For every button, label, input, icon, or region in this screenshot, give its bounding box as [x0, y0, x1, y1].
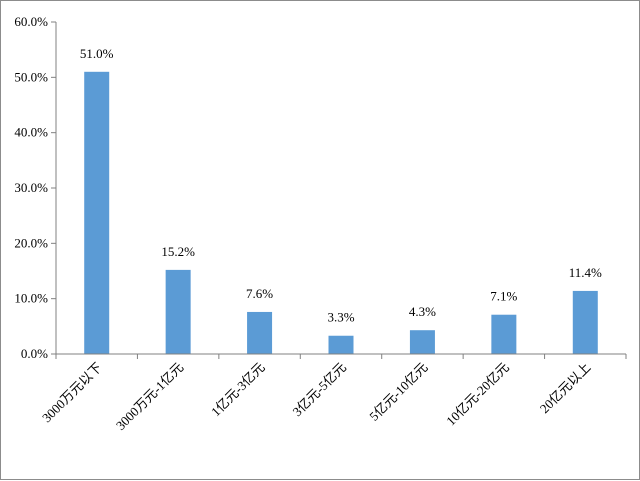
bar [572, 290, 598, 354]
y-tick-label: 50.0% [14, 69, 48, 84]
x-axis: 3000万元以下 3000万元-1亿元 1亿元-3亿元 3亿元-5亿元 5亿元-10亿元… [39, 353, 627, 433]
bar [84, 71, 110, 355]
category-label: 1亿元-3亿元 [208, 360, 268, 420]
category-label: 3000万元以下 [39, 360, 105, 426]
category-label: 3000万元-1亿元 [113, 360, 186, 433]
data-label: 4.3% [409, 304, 436, 319]
category-label: 20亿元以上 [537, 360, 594, 417]
category-label: 5亿元-10亿元 [366, 360, 430, 424]
bar [328, 335, 354, 354]
category-label: 10亿元-20亿元 [443, 360, 512, 429]
bar [165, 269, 191, 354]
data-label: 7.6% [246, 286, 273, 301]
bars: 51.0% 15.2% 7.6% 3.3% 4.3% 7.1% 11.4% [80, 46, 602, 355]
data-label: 3.3% [327, 310, 354, 325]
data-label: 51.0% [80, 46, 114, 61]
y-tick-label: 30.0% [14, 180, 48, 195]
y-tick-label: 40.0% [14, 125, 48, 140]
y-tick-label: 20.0% [14, 235, 48, 250]
data-label: 7.1% [490, 289, 517, 304]
bar [491, 314, 517, 354]
category-label: 3亿元-5亿元 [289, 360, 349, 420]
y-tick-label: 60.0% [14, 14, 48, 29]
y-axis: 0.0% 10.0% 20.0% 30.0% 40.0% 50.0% 60.0% [14, 14, 57, 361]
data-label: 15.2% [161, 244, 195, 259]
bar [409, 330, 435, 354]
data-label: 11.4% [569, 265, 602, 280]
y-tick-label: 10.0% [14, 291, 48, 306]
y-tick-label: 0.0% [21, 346, 48, 361]
bar [247, 311, 273, 354]
